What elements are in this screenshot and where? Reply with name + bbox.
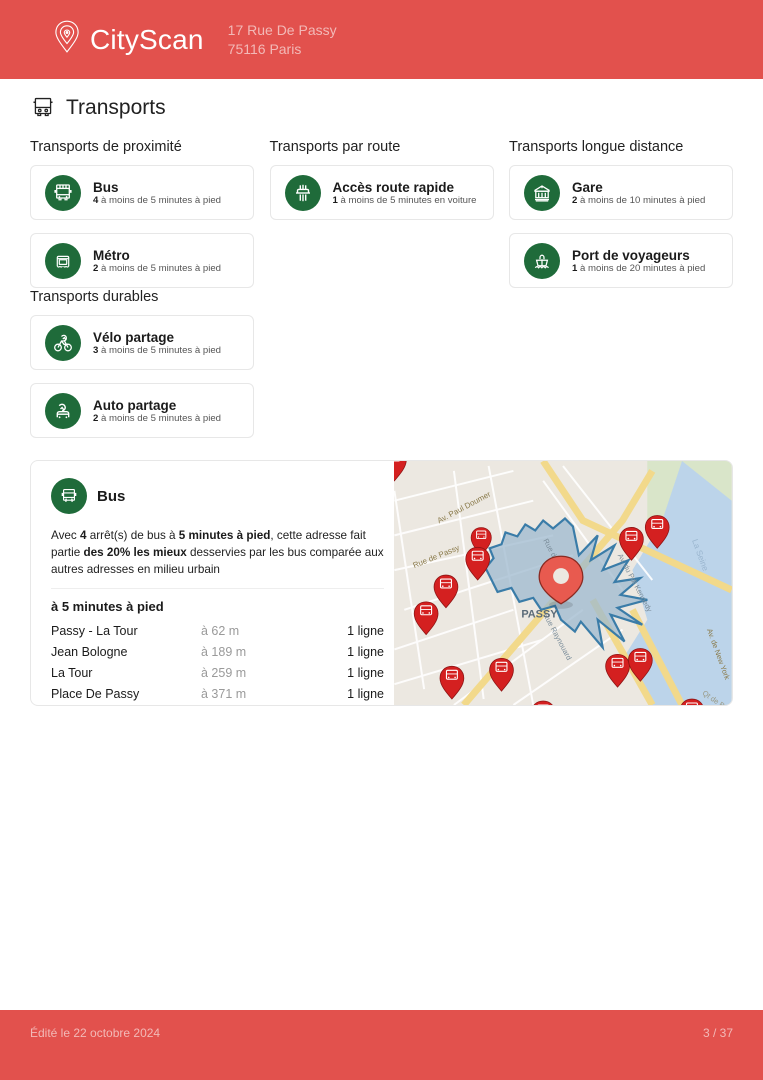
svg-text:PASSY: PASSY xyxy=(521,609,558,621)
